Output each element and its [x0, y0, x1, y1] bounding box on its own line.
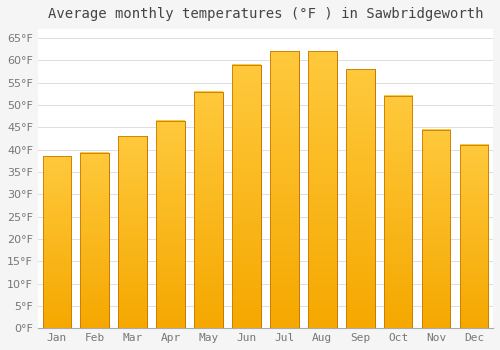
Bar — [270, 51, 298, 328]
Bar — [232, 65, 260, 328]
Bar — [194, 92, 223, 328]
Bar — [346, 69, 374, 328]
Bar — [270, 51, 298, 328]
Bar — [384, 96, 412, 328]
Bar — [80, 153, 109, 328]
Bar — [308, 51, 336, 328]
Bar — [118, 136, 147, 328]
Bar — [460, 145, 488, 328]
Bar — [422, 130, 450, 328]
Bar — [156, 121, 185, 328]
Bar — [232, 65, 260, 328]
Bar — [80, 153, 109, 328]
Bar — [118, 136, 147, 328]
Bar — [384, 96, 412, 328]
Bar — [422, 130, 450, 328]
Bar — [42, 156, 71, 328]
Bar — [156, 121, 185, 328]
Bar — [346, 69, 374, 328]
Bar — [42, 156, 71, 328]
Bar — [308, 51, 336, 328]
Title: Average monthly temperatures (°F ) in Sawbridgeworth: Average monthly temperatures (°F ) in Sa… — [48, 7, 483, 21]
Bar — [194, 92, 223, 328]
Bar — [460, 145, 488, 328]
